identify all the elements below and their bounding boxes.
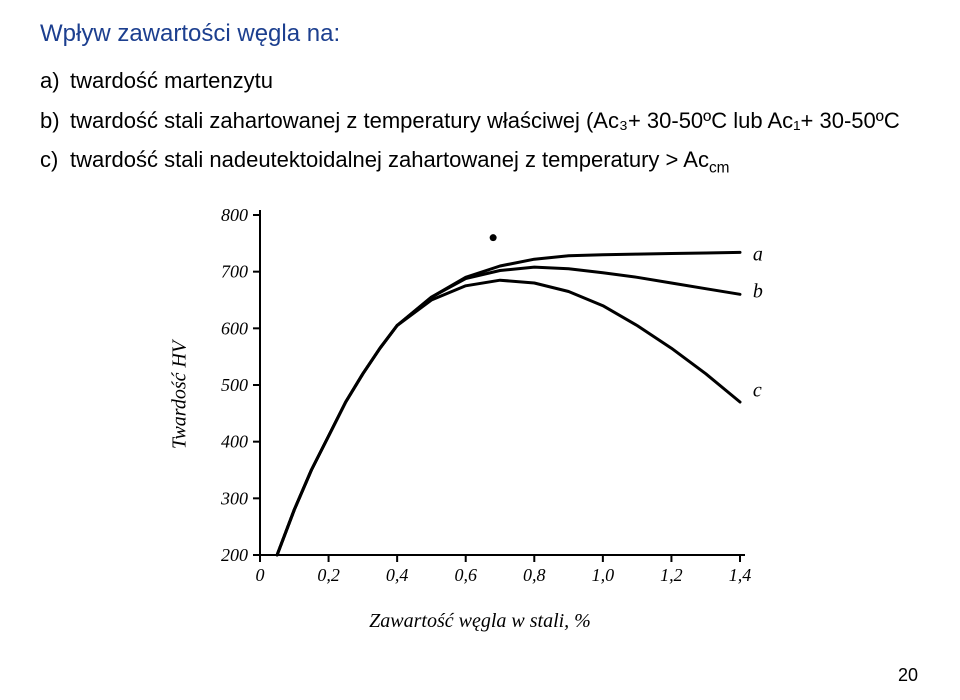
item-c-sub: cm	[709, 160, 730, 177]
item-c: c) twardość stali nadeutektoidalnej zaha…	[40, 145, 920, 179]
series-label-c: c	[753, 379, 762, 401]
svg-text:400: 400	[221, 431, 248, 451]
item-b-text: twardość stali zahartowanej z temperatur…	[70, 106, 900, 136]
item-c-main: twardość stali nadeutektoidalnej zaharto…	[70, 147, 709, 172]
item-b-marker: b)	[40, 106, 70, 136]
svg-text:0,2: 0,2	[317, 565, 340, 585]
series-a	[277, 252, 740, 555]
item-a-marker: a)	[40, 66, 70, 96]
y-axis-label: Twardość HV	[169, 340, 192, 448]
svg-text:700: 700	[221, 261, 248, 281]
svg-text:1,2: 1,2	[660, 565, 683, 585]
svg-text:0: 0	[256, 565, 265, 585]
svg-text:200: 200	[221, 545, 248, 565]
series-label-b: b	[753, 280, 763, 302]
svg-text:0,4: 0,4	[386, 565, 409, 585]
stray-dot	[490, 234, 497, 241]
svg-text:600: 600	[221, 318, 248, 338]
series-b	[277, 267, 740, 555]
series-c	[277, 280, 740, 555]
svg-text:0,6: 0,6	[454, 565, 477, 585]
heading: Wpływ zawartości węgla na:	[40, 20, 920, 48]
svg-text:800: 800	[221, 205, 248, 225]
item-c-marker: c)	[40, 145, 70, 179]
item-a-text: twardość martenzytu	[70, 66, 273, 96]
item-b: b) twardość stali zahartowanej z tempera…	[40, 106, 920, 136]
chart-svg: 200 300 400 500 600 700 800 0 0,2 0,4 0,6 0,8 1,0 1,2…	[200, 205, 760, 585]
page: Wpływ zawartości węgla na: a) twardość m…	[0, 0, 960, 700]
item-c-text: twardość stali nadeutektoidalnej zaharto…	[70, 145, 730, 179]
x-axis-label: Zawartość węgla w stali, %	[369, 610, 591, 633]
series-label-a: a	[753, 243, 763, 265]
svg-text:1,4: 1,4	[729, 565, 752, 585]
svg-text:300: 300	[220, 488, 248, 508]
svg-text:1,0: 1,0	[592, 565, 615, 585]
chart: Twardość HV 20030040050060070080000,20,4…	[200, 205, 760, 585]
page-number: 20	[898, 665, 918, 686]
item-a: a) twardość martenzytu	[40, 66, 920, 96]
svg-text:500: 500	[221, 375, 248, 395]
svg-text:0,8: 0,8	[523, 565, 546, 585]
